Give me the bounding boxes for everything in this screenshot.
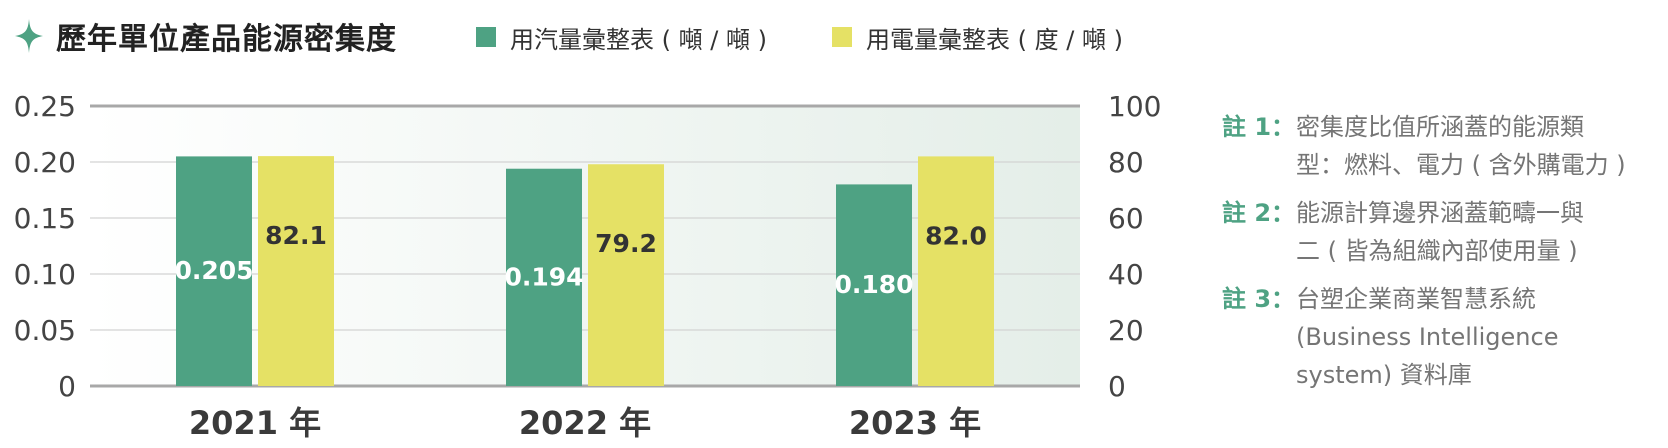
note-2-line-2: 二 ( 皆為組織內部使用量 ) [1296, 237, 1578, 265]
data-label-electricity: 82.0 [925, 221, 987, 250]
bar-chart: 0 0.05 0.10 0.15 0.20 0.25 0 20 40 60 80 100 0.205 82… [14, 90, 1162, 442]
legend-label-steam: 用汽量彙整表 ( 噸 / 噸 ) [510, 25, 767, 54]
sparkle-star-icon [15, 19, 43, 53]
note-1: 註 1： 密集度比值所涵蓋的能源類 型：燃料、電力 ( 含外購電力 ) [1222, 108, 1662, 184]
note-2-line-1: 能源計算邊界涵蓋範疇一與 [1296, 199, 1584, 227]
note-1-mark: 註 1： [1222, 113, 1296, 141]
bar-electricity [258, 156, 334, 386]
y-left-tick-label: 0.10 [14, 258, 76, 291]
data-label-steam: 0.205 [174, 256, 253, 285]
legend-item-steam: 用汽量彙整表 ( 噸 / 噸 ) [476, 22, 767, 54]
data-label-electricity: 82.1 [265, 221, 327, 250]
plot-background [90, 106, 1080, 386]
y-left-tick-label: 0.25 [14, 90, 76, 123]
note-2-mark: 註 2： [1222, 199, 1296, 227]
note-1-line-2: 型：燃料、電力 ( 含外購電力 ) [1296, 151, 1626, 179]
y-right-tick-label: 40 [1108, 258, 1144, 291]
chart-title: 歷年單位產品能源密集度 [14, 14, 397, 58]
data-label-steam: 0.194 [504, 262, 583, 291]
y-left-tick-label: 0.15 [14, 202, 76, 235]
note-3-mark: 註 3： [1222, 285, 1296, 313]
legend-label-electricity: 用電量彙整表 ( 度 / 噸 ) [866, 25, 1123, 54]
chart-title-text: 歷年單位產品能源密集度 [56, 22, 397, 57]
y-right-tick-label: 60 [1108, 202, 1144, 235]
legend-swatch-electricity [832, 27, 852, 47]
bar-electricity [918, 156, 994, 386]
y-right-tick-label: 0 [1108, 370, 1126, 403]
bar-steam [176, 156, 252, 386]
data-label-electricity: 79.2 [595, 229, 657, 258]
y-right-tick-label: 100 [1108, 90, 1161, 123]
y-left-tick-label: 0 [58, 370, 76, 403]
x-category-label: 2023 年 [849, 404, 981, 442]
notes-panel: 註 1： 密集度比值所涵蓋的能源類 型：燃料、電力 ( 含外購電力 ) 註 2：… [1222, 108, 1662, 404]
bar-steam [836, 184, 912, 386]
y-right-tick-label: 80 [1108, 146, 1144, 179]
note-3: 註 3： 台塑企業商業智慧系統 (Business Intelligence s… [1222, 280, 1662, 394]
legend-swatch-steam [476, 27, 496, 47]
note-3-line-1: 台塑企業商業智慧系統 [1296, 285, 1536, 313]
legend-item-electricity: 用電量彙整表 ( 度 / 噸 ) [832, 22, 1123, 54]
bar-electricity [588, 164, 664, 386]
data-label-steam: 0.180 [834, 270, 913, 299]
x-category-label: 2022 年 [519, 404, 651, 442]
note-3-line-3: system) 資料庫 [1296, 361, 1472, 389]
y-right-tick-label: 20 [1108, 314, 1144, 347]
y-left-tick-label: 0.20 [14, 146, 76, 179]
note-3-line-2: (Business Intelligence [1296, 323, 1559, 351]
note-2: 註 2： 能源計算邊界涵蓋範疇一與 二 ( 皆為組織內部使用量 ) [1222, 194, 1662, 270]
x-category-label: 2021 年 [189, 404, 321, 442]
note-1-line-1: 密集度比值所涵蓋的能源類 [1296, 113, 1584, 141]
bar-steam [506, 168, 582, 386]
y-left-tick-label: 0.05 [14, 314, 76, 347]
